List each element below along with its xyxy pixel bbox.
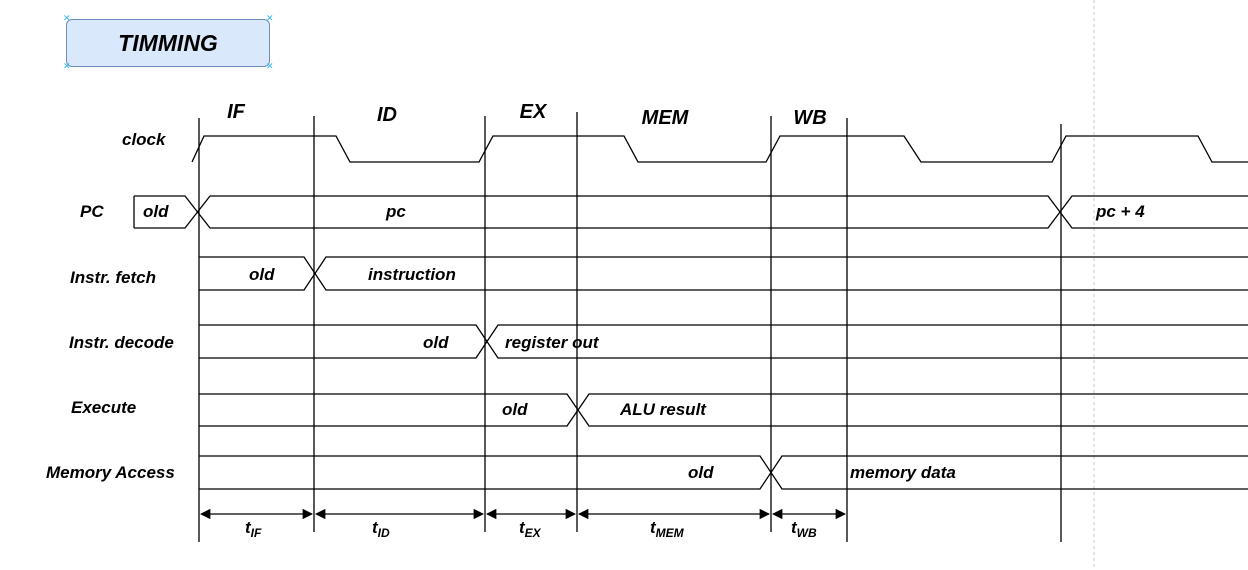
- duration-label-wb: tWB: [791, 518, 817, 540]
- selection-handle-icon: ✕: [63, 13, 71, 23]
- pc-next-value: pc + 4: [1095, 202, 1145, 221]
- duration-label-if: tIF: [245, 518, 262, 540]
- selection-handle-icon: ✕: [266, 61, 274, 71]
- signal-label-memory: Memory Access: [46, 463, 175, 482]
- pc-waveform: [133, 195, 1248, 229]
- duration-label-mem: tMEM: [650, 518, 685, 540]
- fetch-old-value: old: [249, 265, 275, 284]
- stage-label-mem: MEM: [642, 107, 690, 129]
- fetch-new-value: instruction: [368, 265, 456, 284]
- memory-new-value: memory data: [850, 463, 956, 482]
- diagram-title: TIMMING: [118, 29, 218, 56]
- decode-new-value: register out: [505, 333, 600, 352]
- stage-label-if: IF: [227, 101, 246, 123]
- execute-old-value: old: [502, 400, 528, 419]
- memory-waveform: [199, 455, 1248, 490]
- title-box: TIMMING: [66, 19, 270, 67]
- execute-waveform: [199, 393, 1248, 427]
- stage-label-id: ID: [377, 104, 397, 126]
- signal-label-execute: Execute: [71, 398, 136, 417]
- memory-old-value: old: [688, 463, 714, 482]
- signal-label-pc: PC: [80, 202, 104, 221]
- decode-waveform: [199, 324, 1248, 359]
- pc-old-value: old: [143, 202, 169, 221]
- stage-boundaries: [198, 112, 1062, 542]
- signal-label-fetch: Instr. fetch: [70, 268, 156, 287]
- signal-label-clock: clock: [122, 130, 167, 149]
- fetch-waveform: [199, 256, 1248, 291]
- selection-handle-icon: ✕: [266, 13, 274, 23]
- stage-label-ex: EX: [520, 101, 548, 123]
- selection-handle-icon: ✕: [63, 61, 71, 71]
- signal-label-decode: Instr. decode: [69, 333, 174, 352]
- clock-waveform: [191, 135, 1248, 163]
- duration-label-id: tID: [372, 518, 390, 540]
- duration-label-ex: tEX: [519, 518, 542, 540]
- execute-new-value: ALU result: [619, 400, 707, 419]
- pc-value: pc: [385, 202, 406, 221]
- decode-old-value: old: [423, 333, 449, 352]
- stage-label-wb: WB: [793, 107, 826, 129]
